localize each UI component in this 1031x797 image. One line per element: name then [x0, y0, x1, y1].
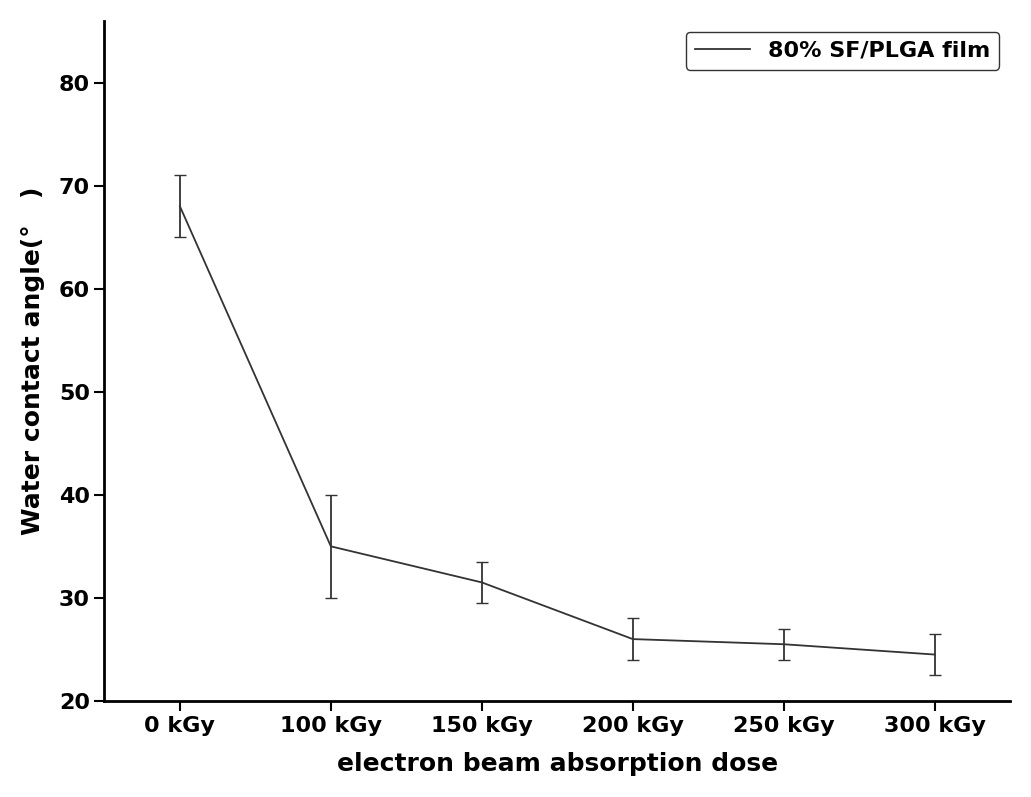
- Y-axis label: Water contact angle(°   ): Water contact angle(° ): [21, 186, 44, 535]
- Legend: 80% SF/PLGA film: 80% SF/PLGA film: [686, 32, 999, 69]
- X-axis label: electron beam absorption dose: electron beam absorption dose: [337, 752, 777, 776]
